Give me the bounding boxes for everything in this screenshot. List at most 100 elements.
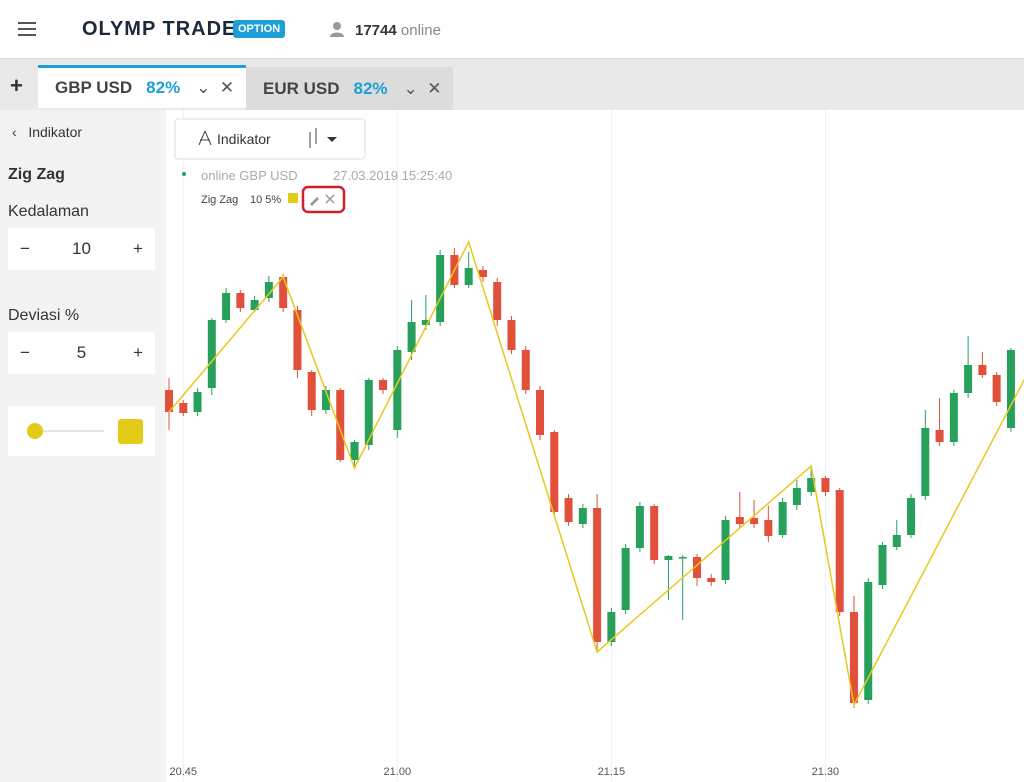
online-label: online (400, 22, 441, 39)
edit-icon[interactable] (310, 197, 319, 206)
candle-body (407, 322, 416, 352)
plot-area (166, 110, 1024, 782)
minus[interactable]: − (20, 239, 30, 258)
tab-payout: 82% (353, 78, 388, 98)
candle-body (379, 380, 388, 390)
candle-body (864, 582, 873, 700)
badge: OPTION (233, 20, 286, 38)
candle-body (165, 390, 173, 412)
chart-type-icon[interactable] (309, 128, 317, 148)
slider[interactable] (27, 423, 43, 439)
candle-body (478, 270, 487, 277)
candle-body (907, 498, 916, 535)
highlight-box (301, 185, 346, 214)
depth-label: Kedalaman (8, 203, 89, 220)
candle-body (464, 268, 473, 285)
legend-status: online GBP USD (201, 168, 298, 183)
color-swatch[interactable] (118, 419, 143, 444)
candle-body (193, 392, 202, 412)
candle-body (350, 442, 359, 460)
candle-body (607, 612, 616, 642)
candle-body (892, 535, 901, 547)
candle-body (421, 320, 430, 325)
candle-body (507, 320, 516, 350)
candle-body (307, 372, 316, 410)
header: OLYMP TRADE OPTION 17744 online (0, 0, 1024, 59)
indicator-name: Zig Zag (8, 166, 65, 183)
candle-body (721, 520, 730, 580)
candle-body (564, 498, 573, 522)
tab-pair: GBP USD (55, 78, 133, 97)
legend-params: 10 5% (250, 194, 281, 206)
candle-body (849, 612, 858, 703)
candle-body (321, 390, 330, 410)
toolbar (174, 118, 366, 160)
candle-body (964, 365, 973, 393)
x-tick-label: 21.30 (812, 766, 840, 778)
candle-body (264, 282, 273, 298)
candle-body (792, 488, 801, 505)
candle-body (364, 380, 373, 445)
status-dot (182, 172, 186, 176)
candle-body (207, 320, 216, 388)
legend-swatch (288, 193, 298, 203)
tab[interactable]: GBP USD 82% ⌄ ✕ (38, 65, 246, 108)
candle-body (635, 506, 644, 548)
candle-body (949, 393, 958, 442)
tab-bar: + GBP USD 82% ⌄ ✕ EUR USD 82% ⌄ ✕ (0, 59, 1024, 110)
indicator-icon (198, 130, 212, 146)
candle-body (764, 520, 773, 536)
candle-body (664, 556, 673, 560)
candle-body (493, 282, 502, 320)
candle-body (650, 506, 659, 560)
candle-body (250, 300, 259, 310)
x-tick-label: 20.45 (170, 766, 198, 778)
candle-body (222, 293, 231, 320)
candle-body (707, 578, 716, 582)
candle-body (935, 430, 944, 442)
candle-body (992, 375, 1001, 402)
candle-body (807, 478, 816, 492)
menu-icon[interactable] (18, 22, 36, 36)
plus[interactable]: + (133, 239, 143, 258)
candle-body (550, 432, 559, 512)
candle-body (692, 557, 701, 578)
candle-body (293, 310, 302, 370)
legend-indicator: Zig Zag (201, 194, 238, 206)
candle-body (236, 293, 245, 308)
style-controls (27, 419, 143, 444)
user-icon (330, 22, 344, 37)
tab[interactable]: EUR USD 82% ⌄ ✕ (246, 67, 453, 110)
candle-body (621, 548, 630, 610)
deviation-stepper: − 5 + (8, 332, 155, 374)
logo: OLYMP TRADE (82, 18, 237, 40)
candle-body (750, 518, 759, 524)
candle-body (521, 350, 530, 390)
candle-body (578, 508, 587, 524)
remove-icon[interactable] (325, 194, 335, 204)
candle-body (678, 557, 687, 559)
back-button[interactable]: ‹ Indikator (12, 124, 83, 140)
plus[interactable]: + (133, 343, 143, 362)
dropdown-icon (327, 137, 337, 142)
deviation-label: Deviasi % (8, 307, 80, 324)
tab-payout: 82% (146, 78, 181, 97)
online-count: 17744 (355, 22, 397, 39)
candle-body (978, 365, 987, 375)
online: 17744 online (355, 22, 441, 39)
x-tick-label: 21.00 (384, 766, 412, 778)
candle-body (878, 545, 887, 585)
deviation-value: 5 (76, 343, 87, 362)
candle-body (821, 478, 830, 492)
indicator-button[interactable]: Indikator (217, 131, 271, 147)
back-label: Indikator (28, 124, 83, 140)
add-tab[interactable]: + (10, 73, 23, 98)
sidebar: ‹ Indikator Zig Zag Kedalaman − 10 + Devia… (0, 110, 166, 782)
candle-body (179, 403, 188, 413)
x-tick-label: 21.15 (598, 766, 626, 778)
zigzag-line (168, 240, 1024, 708)
minus[interactable]: − (20, 343, 30, 362)
candle-body (735, 517, 744, 524)
